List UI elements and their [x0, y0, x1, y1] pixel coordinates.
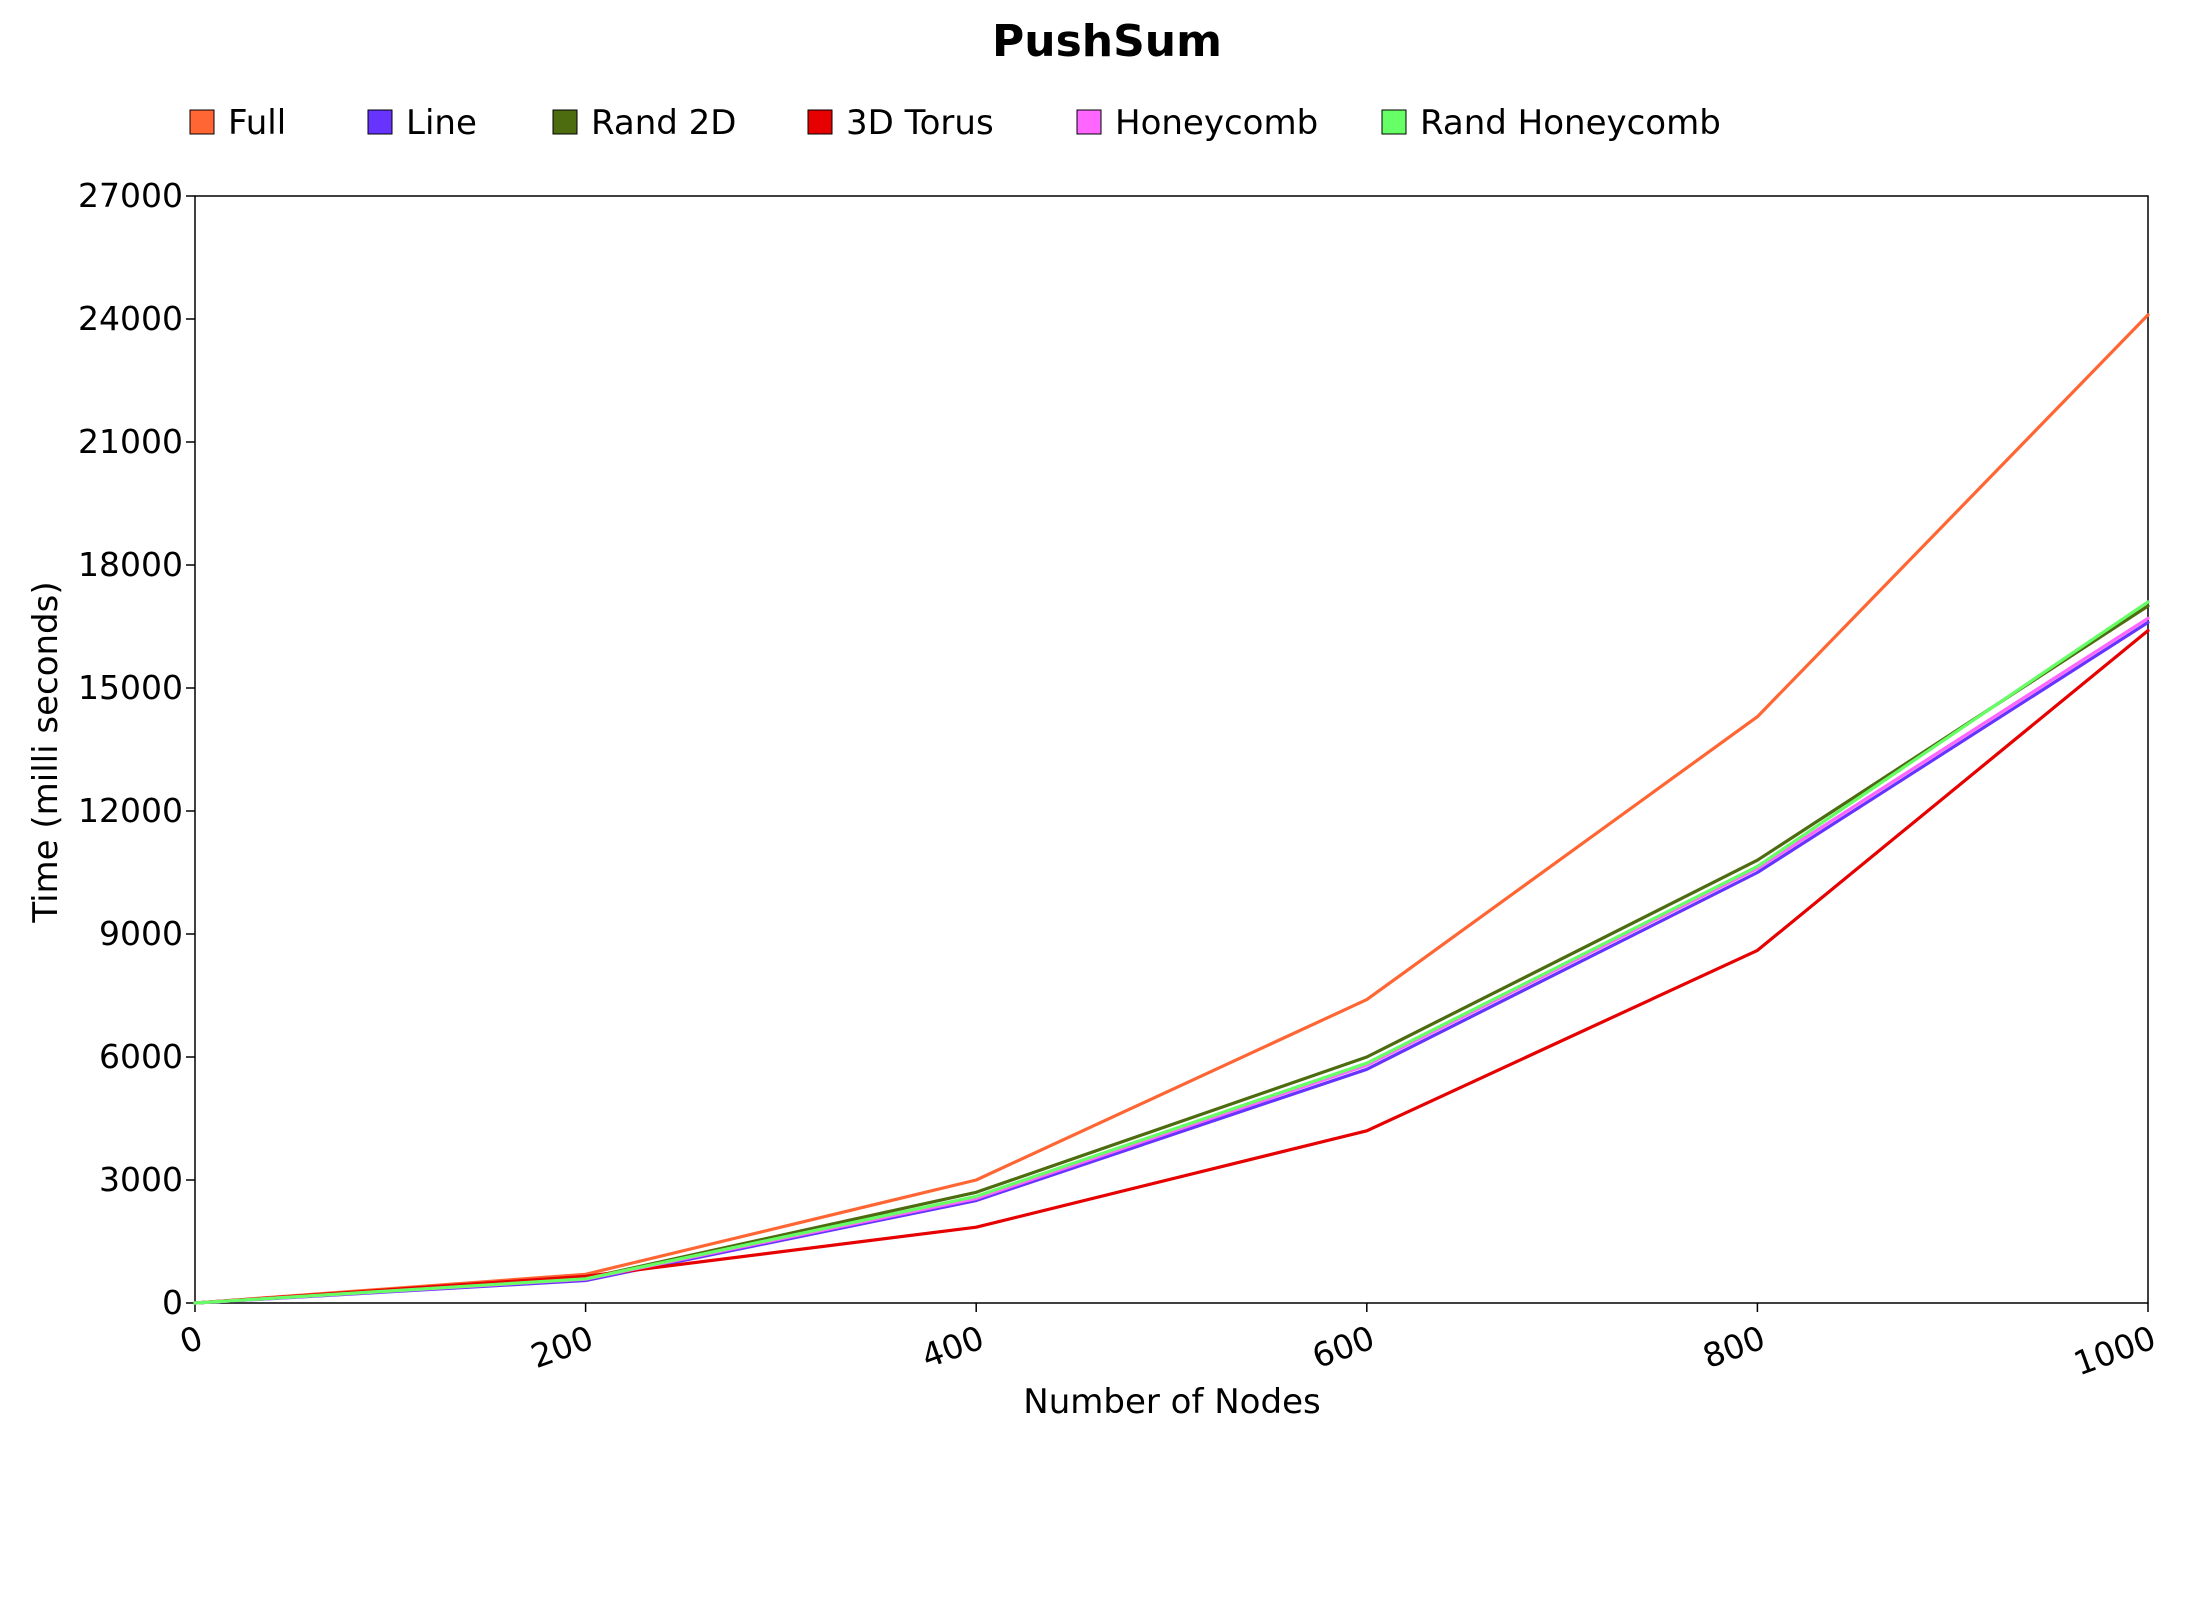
x-tick-label: 600: [1307, 1318, 1380, 1376]
y-tick-label: 21000: [78, 422, 183, 461]
x-tick-label: 200: [526, 1318, 599, 1376]
legend-swatch-3d-torus: [807, 109, 833, 135]
y-tick-label: 15000: [78, 668, 183, 707]
legend-swatch-rand-honeycomb: [1381, 109, 1407, 135]
legend-label-rand-2d: Rand 2D: [591, 103, 736, 143]
x-tick-label: 400: [916, 1318, 989, 1376]
series-line-rand-2d: [193, 604, 2150, 1305]
y-tick-label: 18000: [78, 545, 183, 584]
y-tick-label: 3000: [99, 1160, 183, 1199]
legend-swatch-full: [189, 109, 215, 135]
series-lines: [193, 313, 2150, 1305]
x-axis: 0 200 400 600 800 1000: [175, 1303, 2161, 1383]
x-tick-label: 800: [1698, 1318, 1771, 1376]
legend: Full Line Rand 2D 3D Torus Honeycomb Rand Hon…: [189, 103, 1721, 143]
series-line-3d-torus: [193, 628, 2150, 1305]
legend-label-honeycomb: Honeycomb: [1115, 103, 1318, 143]
series-line-line: [193, 620, 2150, 1305]
legend-swatch-line: [367, 109, 393, 135]
x-tick-label: 0: [175, 1318, 208, 1362]
series-line-full: [193, 313, 2150, 1305]
y-axis: 0 3000 6000 9000 12000 15000 18000 21000 24000 27…: [78, 176, 195, 1322]
y-tick-label: 12000: [78, 791, 183, 830]
y-tick-label: 0: [162, 1283, 183, 1322]
y-axis-title: Time (milli seconds): [26, 581, 66, 923]
legend-swatch-rand-2d: [552, 109, 578, 135]
y-tick-label: 24000: [78, 299, 183, 338]
x-tick-label: 1000: [2068, 1318, 2160, 1383]
y-tick-label: 9000: [99, 914, 183, 953]
y-tick-label: 6000: [99, 1037, 183, 1076]
legend-label-full: Full: [228, 103, 286, 143]
series-line-rand-honeycomb: [193, 600, 2150, 1305]
legend-label-line: Line: [406, 103, 477, 143]
plot-area-frame: [194, 195, 2149, 1304]
legend-label-rand-honeycomb: Rand Honeycomb: [1420, 103, 1721, 143]
series-line-honeycomb: [193, 616, 2150, 1305]
legend-label-3d-torus: 3D Torus: [846, 103, 994, 143]
chart-title: PushSum: [992, 16, 1222, 67]
x-axis-title: Number of Nodes: [1023, 1382, 1320, 1422]
y-tick-label: 27000: [78, 176, 183, 215]
legend-swatch-honeycomb: [1076, 109, 1102, 135]
